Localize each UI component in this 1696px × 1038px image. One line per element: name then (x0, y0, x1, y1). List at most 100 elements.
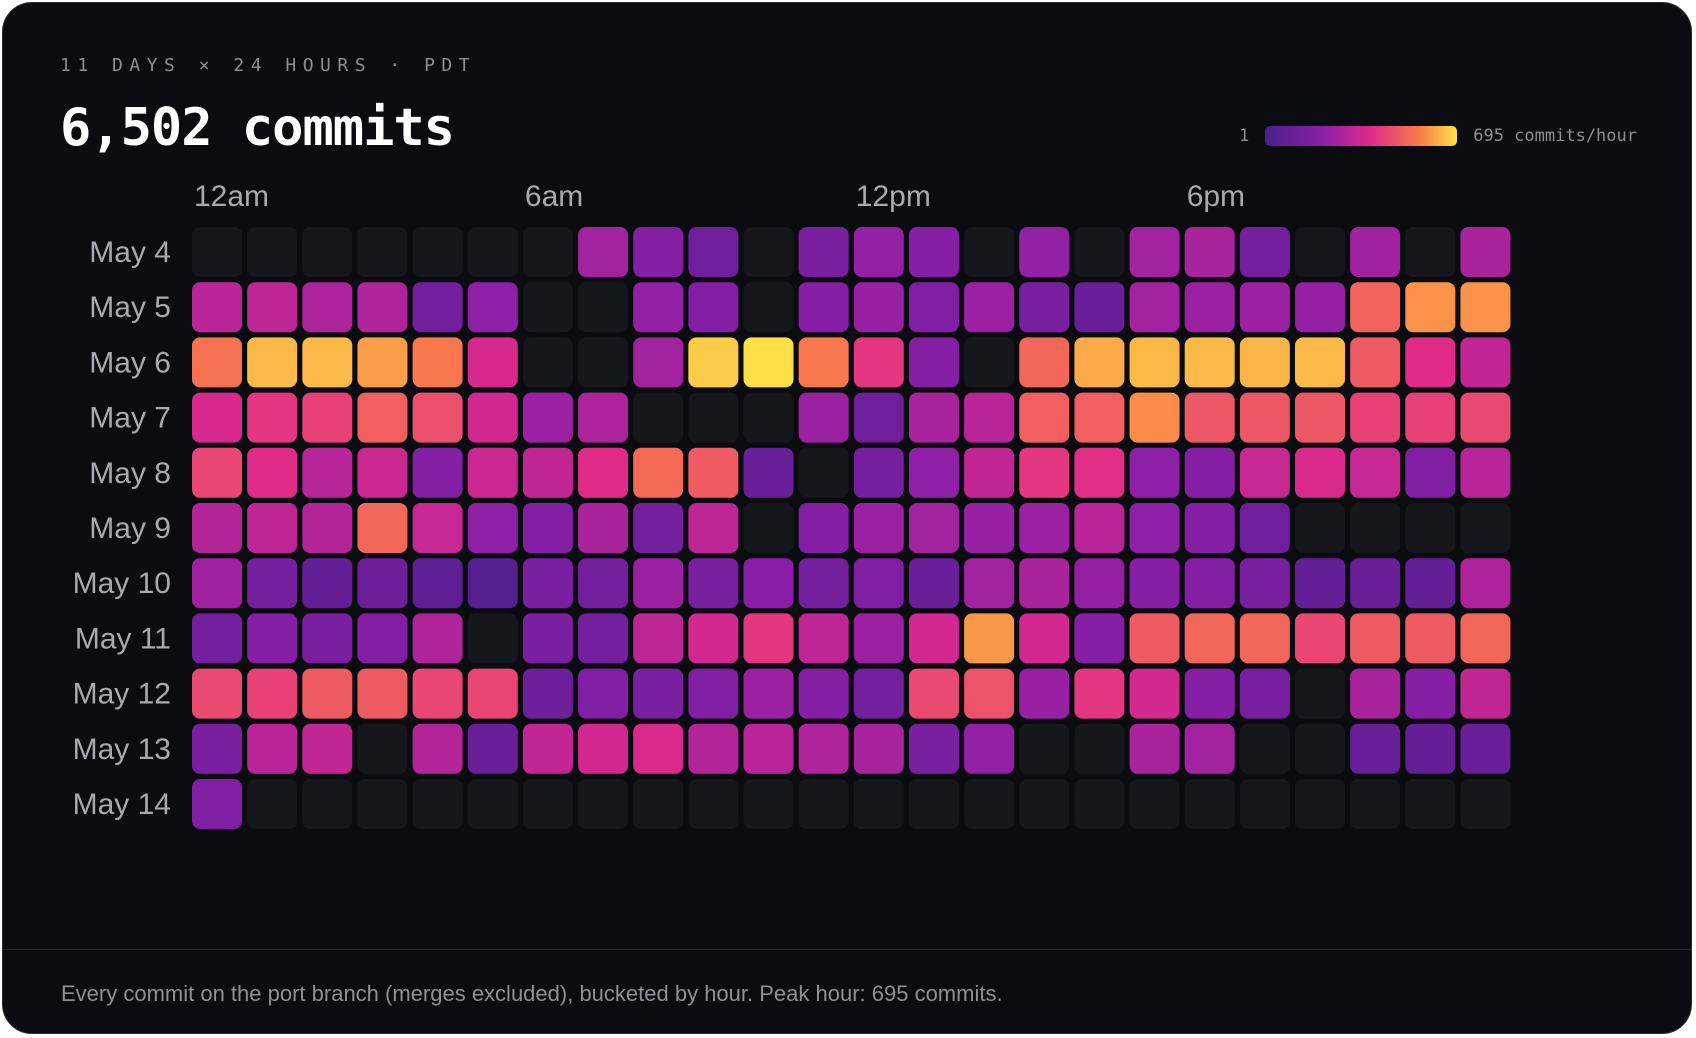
heatmap-cell (1405, 447, 1456, 498)
heatmap-cell (1405, 392, 1456, 443)
heatmap-cell (1239, 447, 1290, 498)
heatmap-cell (1350, 282, 1401, 333)
color-legend: 1 695 commits/hour (1239, 126, 1637, 146)
heatmap-cell (412, 613, 463, 664)
heatmap-cell (908, 227, 959, 277)
heatmap-cell (908, 779, 959, 829)
heatmap-cell (964, 779, 1015, 829)
heatmap-cell (412, 447, 463, 498)
heatmap-cell (633, 723, 684, 774)
heatmap-cell (1350, 779, 1401, 829)
heatmap-cell (1129, 282, 1180, 333)
y-tick-label: May 13 (73, 733, 171, 766)
heatmap-cell (908, 558, 959, 609)
heatmap-cell (192, 613, 242, 664)
heatmap-cell (1239, 337, 1290, 388)
heatmap-cell (853, 282, 904, 333)
footer-divider (3, 949, 1691, 950)
heatmap-cell (247, 668, 298, 719)
heatmap-cell (1184, 337, 1235, 388)
heatmap-cell (798, 337, 849, 388)
heatmap-cell (467, 282, 518, 333)
eyebrow-label: 11 DAYS × 24 HOURS · PDT (60, 55, 477, 76)
heatmap-cell (412, 723, 463, 774)
heatmap-cell (1405, 668, 1456, 719)
heatmap-cell (1460, 558, 1511, 609)
y-tick-label: May 6 (89, 346, 171, 379)
heatmap-cell (522, 723, 573, 774)
heatmap-cell (467, 613, 518, 664)
heatmap-cell (247, 337, 298, 388)
heatmap-cell (1184, 779, 1235, 829)
heatmap-cell (1129, 613, 1180, 664)
heatmap-cell (743, 337, 794, 388)
heatmap-cell (908, 282, 959, 333)
heatmap-cell (522, 447, 573, 498)
heatmap-cell (798, 227, 849, 277)
y-tick-label: May 12 (73, 678, 171, 711)
heatmap-cell (1074, 723, 1125, 774)
heatmap-cell (1074, 282, 1125, 333)
heatmap-cell (467, 337, 518, 388)
y-tick-label: May 4 (89, 236, 171, 269)
footer-note: Every commit on the port branch (merges … (61, 981, 1003, 1006)
heatmap-cell (578, 779, 629, 829)
heatmap-cell (192, 282, 242, 333)
heatmap-cell (1405, 558, 1456, 609)
heatmap-cell (1129, 392, 1180, 443)
heatmap-cell (1129, 779, 1180, 829)
heatmap-cell (302, 723, 353, 774)
heatmap-cell (964, 227, 1015, 277)
heatmap-cell (467, 723, 518, 774)
heatmap-cell (522, 558, 573, 609)
heatmap-cell (633, 668, 684, 719)
heatmap-cell (1295, 779, 1345, 829)
heatmap-cell (578, 282, 629, 333)
heatmap-cell (192, 337, 242, 388)
heatmap-cell (1350, 558, 1401, 609)
heatmap-cell (743, 503, 794, 553)
heatmap-cell (192, 723, 242, 774)
heatmap-cell (467, 447, 518, 498)
heatmap-cell (1295, 227, 1345, 277)
heatmap-cell (302, 337, 353, 388)
heatmap-cell (688, 227, 739, 277)
heatmap-cell (467, 392, 518, 443)
heatmap-cell (1350, 337, 1401, 388)
heatmap-cell (688, 337, 739, 388)
heatmap-cell (633, 337, 684, 388)
heatmap-cell (1295, 723, 1345, 774)
heatmap-cell (412, 227, 463, 277)
heatmap-cell (633, 447, 684, 498)
heatmap-cell (1184, 558, 1235, 609)
heatmap-cell (1460, 282, 1511, 333)
legend-gradient-bar (1265, 126, 1458, 146)
heatmap-cell (743, 723, 794, 774)
heatmap-cell (853, 723, 904, 774)
heatmap-cell (743, 392, 794, 443)
heatmap-cell (578, 613, 629, 664)
heatmap-cell (1295, 503, 1345, 553)
heatmap-cell (1295, 392, 1345, 443)
heatmap-cell (743, 668, 794, 719)
heatmap-cell (357, 723, 408, 774)
heatmap-cell (798, 779, 849, 829)
heatmap-cell (1074, 447, 1125, 498)
heatmap-cell (192, 447, 242, 498)
heatmap-cell (908, 337, 959, 388)
heatmap-cell (1074, 337, 1125, 388)
heatmap-cell (412, 668, 463, 719)
heatmap-cell (688, 723, 739, 774)
heatmap-cell (908, 447, 959, 498)
heatmap-cell (1350, 668, 1401, 719)
heatmap-cell (412, 558, 463, 609)
heatmap-cell (798, 447, 849, 498)
heatmap-cell (1405, 779, 1456, 829)
heatmap-cell (798, 392, 849, 443)
heatmap-cell (1239, 779, 1290, 829)
heatmap-cell (247, 503, 298, 553)
heatmap-cell (357, 392, 408, 443)
heatmap-cell (1460, 723, 1511, 774)
heatmap-cell (247, 613, 298, 664)
heatmap-cell (302, 558, 353, 609)
